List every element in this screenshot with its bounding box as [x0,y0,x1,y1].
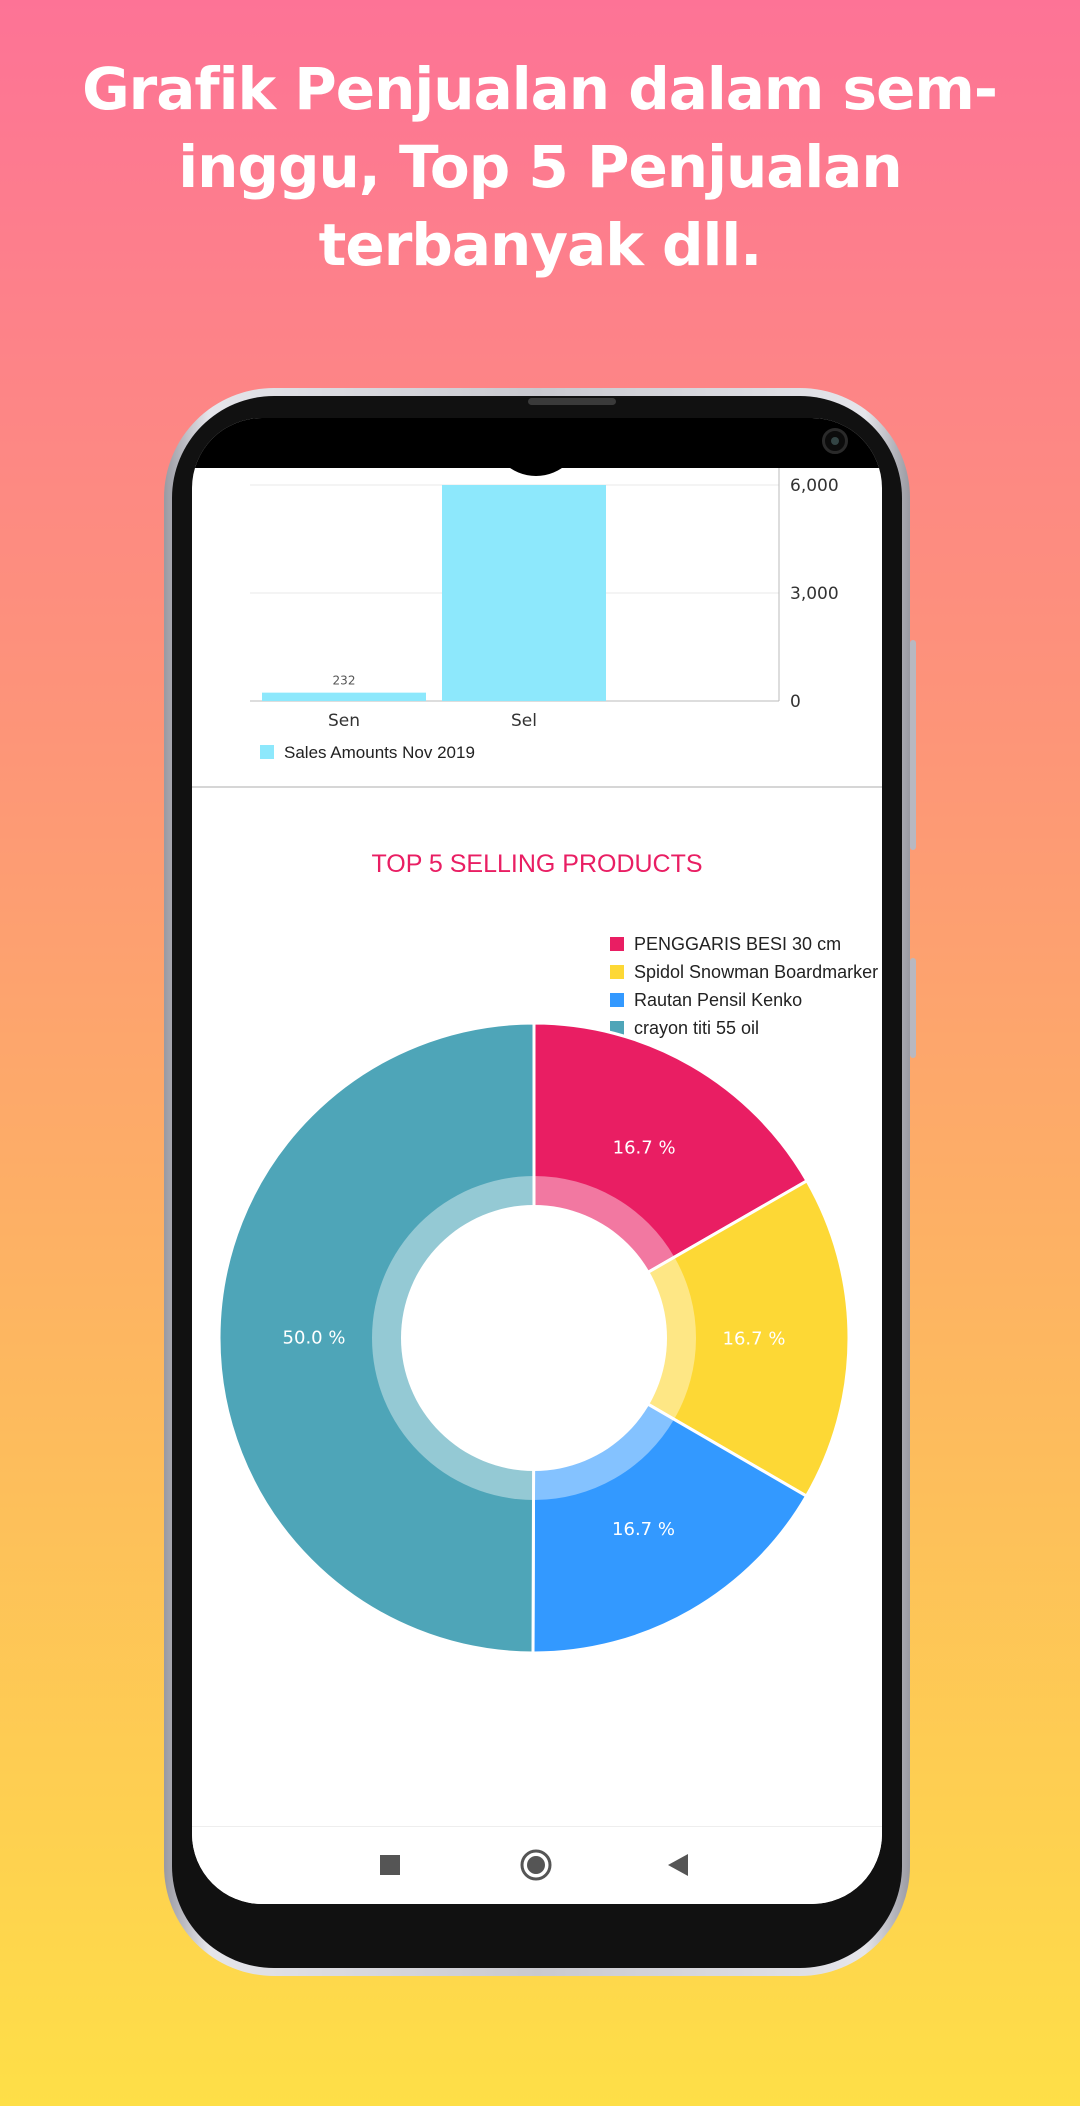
pie-slice [217,1021,536,1655]
front-camera [822,428,848,454]
pie-slice [531,1178,851,1499]
recents-button[interactable] [370,1845,410,1885]
bar-data-label: 232 [333,674,356,688]
x-tick-label: Sel [511,711,537,731]
legend-label: Rautan Pensil Kenko [634,989,803,1010]
donut-hole [401,1205,667,1471]
pie-legend: PENGGARIS BESI 30 cm Spidol Snowman Boar… [610,930,878,1042]
x-tick-label: Sen [328,711,360,731]
promo-title: Grafik Penjualan dalam sem­inggu, Top 5 … [82,55,999,279]
bar-chart: 0 3,000 6,000 Sen 232 Sel Sales Amounts Nov 20… [250,458,839,762]
bar [262,692,426,701]
bar-legend-label: Sales Amounts Nov 2019 [284,743,475,762]
slice-value-label: 16.7 % [613,1138,676,1159]
pie-chart-title: TOP 5 SELLING PRODUCTS [371,850,703,878]
circle-icon [520,1849,552,1881]
legend-swatch [610,937,624,951]
donut-chart: 16.7 % 16.7 % 16.7 % 50.0 % [217,1021,851,1655]
slice-value-label: 16.7 % [612,1519,675,1540]
slice-value-label: 50.0 % [283,1328,346,1349]
legend-label: PENGGARIS BESI 30 cm [634,933,842,954]
home-button[interactable] [516,1845,556,1885]
legend-swatch [260,745,274,759]
y-tick-label: 6,000 [790,476,839,496]
legend-swatch [610,965,624,979]
phone-speaker [528,398,616,405]
legend-item: Rautan Pensil Kenko [610,986,878,1014]
android-nav-bar [192,1826,882,1904]
bar [442,485,606,701]
section-divider [192,786,882,788]
y-tick-label: 0 [790,692,801,712]
phone-screen: 0 3,000 6,000 Sen 232 Sel Sales Amounts Nov 20… [192,418,882,1904]
legend-item: PENGGARIS BESI 30 cm [610,930,878,958]
legend-label: crayon titi 55 oil [634,1017,760,1038]
back-button[interactable] [658,1845,698,1885]
y-tick-label: 3,000 [790,584,839,604]
square-icon [380,1855,400,1875]
slice-value-label: 16.7 % [723,1328,786,1349]
power-button [910,958,916,1058]
volume-button [910,640,916,850]
legend-label: Spidol Snowman Boardmarker [634,961,879,982]
legend-swatch [610,993,624,1007]
legend-item: Spidol Snowman Boardmarker [610,958,878,986]
triangle-back-icon [668,1854,688,1876]
